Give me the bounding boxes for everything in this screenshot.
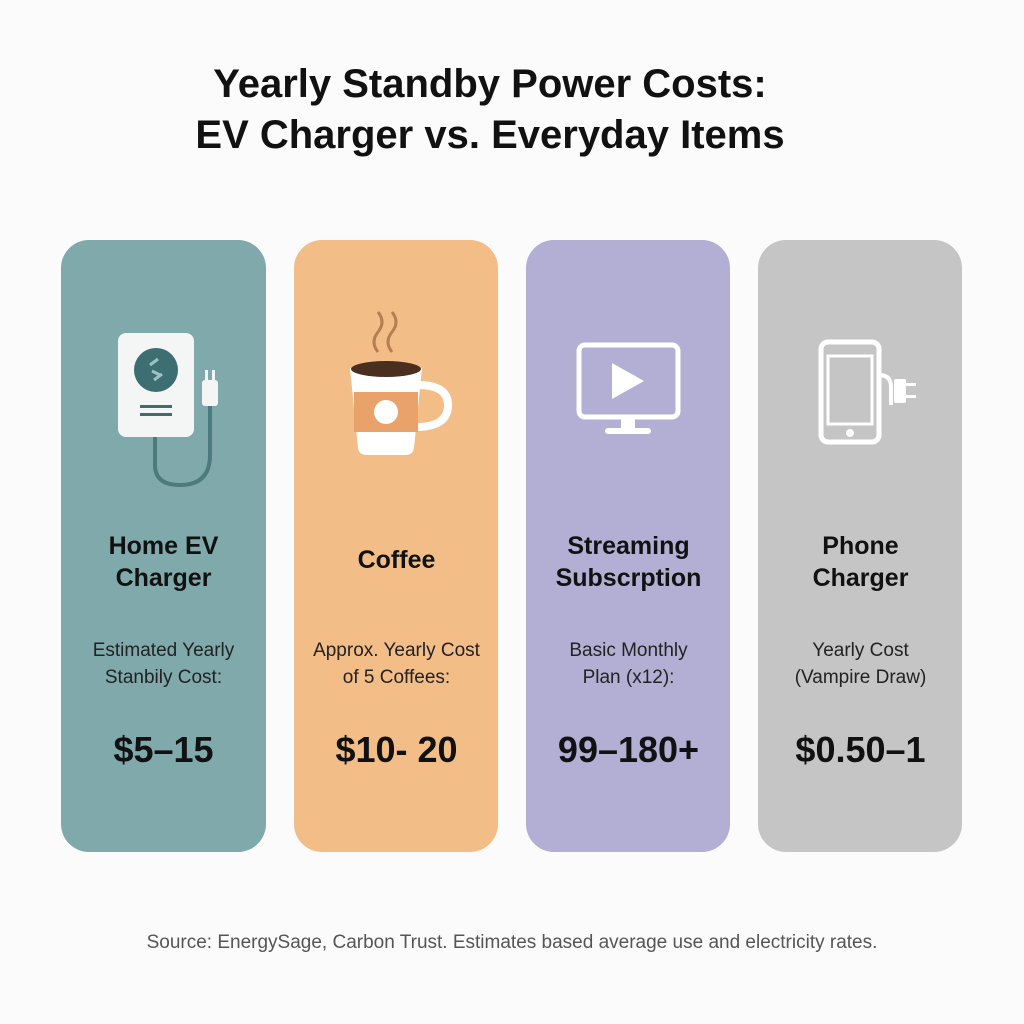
- card-value: $5–15: [113, 729, 214, 770]
- card-name: Charger: [115, 564, 212, 592]
- card-name: Coffee: [357, 546, 436, 574]
- card-description: of 5 Coffees:: [342, 667, 451, 688]
- ev-charger-icon: [118, 333, 218, 488]
- card-value: 99–180+: [557, 729, 700, 770]
- card-description: Yearly Cost: [812, 640, 909, 661]
- card-description: Plan (x12):: [582, 667, 675, 688]
- card-name: Home EV: [108, 532, 219, 560]
- card-description: Estimated Yearly: [92, 640, 235, 661]
- card-description: Approx. Yearly Cost: [313, 640, 480, 661]
- card-value: $10- 20: [335, 729, 458, 770]
- card-name: Charger: [812, 564, 909, 592]
- card-description: Basic Monthly: [569, 640, 688, 661]
- title: EV Charger vs. Everyday Items: [195, 113, 785, 157]
- title: Yearly Standby Power Costs:: [213, 62, 767, 106]
- card-value: $0.50–1: [795, 729, 926, 770]
- card-name: Phone: [822, 532, 899, 560]
- coffee-icon: [350, 311, 453, 455]
- card-description: Stanbily Cost:: [104, 667, 223, 688]
- card-name: Streaming: [567, 532, 690, 560]
- footer: Source: EnergySage, Carbon Trust. Estima…: [146, 932, 878, 953]
- card-name: Subscrption: [555, 564, 702, 592]
- card: [758, 240, 962, 852]
- phone-icon: [818, 339, 916, 445]
- card-description: (Vampire Draw): [794, 667, 927, 688]
- monitor-icon: [576, 342, 681, 434]
